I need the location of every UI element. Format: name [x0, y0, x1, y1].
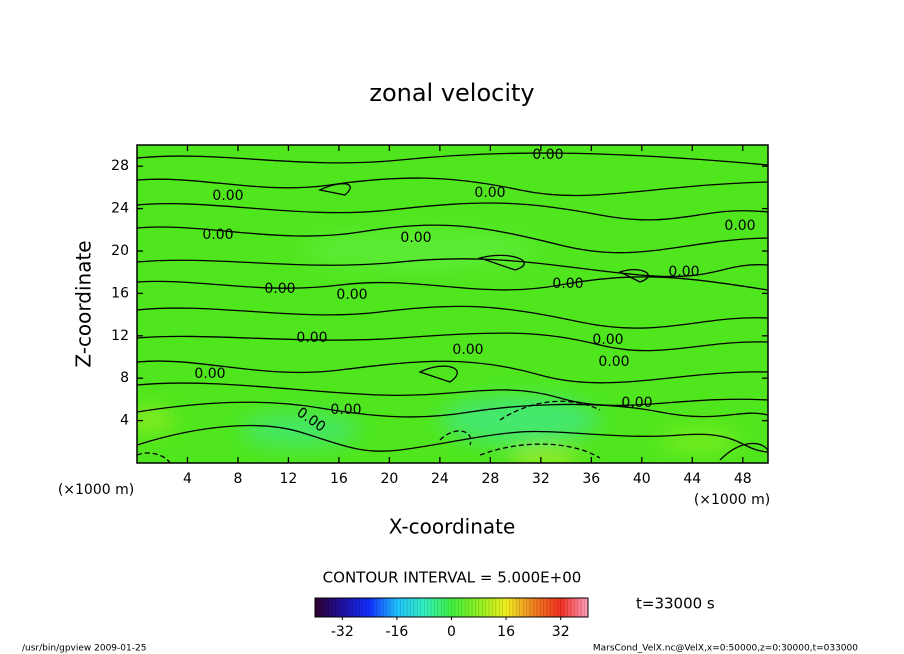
x-tick-label: 12: [280, 471, 298, 487]
x-tick-label: 4: [183, 471, 192, 487]
x-tick-label: 36: [582, 471, 600, 487]
y-tick-label: 24: [111, 201, 129, 217]
footer-right: MarsCond_VelX.nc@VelX,x=0:50000,z=0:3000…: [593, 644, 858, 654]
colorbar-tick-label: -32: [331, 624, 354, 640]
y-tick-label: 20: [111, 243, 129, 259]
y-tick-label: 16: [111, 285, 129, 301]
time-label: t=33000 s: [636, 595, 715, 613]
contour-label: 0.00: [668, 264, 699, 280]
x-tick-label: 28: [481, 471, 499, 487]
x-tick-label: 8: [233, 471, 242, 487]
plot-frame: [136, 144, 769, 464]
y-tick-label: 4: [120, 413, 129, 429]
colorbar-tick-label: 16: [497, 624, 515, 640]
x-tick-label: 40: [633, 471, 651, 487]
contour-label: 0.00: [592, 332, 623, 348]
x-axis-label: X-coordinate: [389, 515, 516, 539]
x-tick-label: 48: [734, 471, 752, 487]
contour-label: 0.00: [724, 218, 755, 234]
y-tick-label: 12: [111, 328, 129, 344]
contour-label: 0.00: [532, 147, 563, 163]
x-tick-label: 32: [532, 471, 550, 487]
x-unit: (×1000 m): [694, 492, 770, 508]
contour-label: 0.00: [336, 287, 367, 303]
y-unit: (×1000 m): [58, 482, 134, 498]
y-tick-label: 8: [120, 370, 129, 386]
contour-label: 0.00: [621, 395, 652, 411]
contour-label: 0.00: [202, 227, 233, 243]
y-tick-label: 28: [111, 158, 129, 174]
x-tick-label: 20: [380, 471, 398, 487]
contour-label: 0.00: [296, 330, 327, 346]
x-tick-label: 44: [683, 471, 701, 487]
contour-label: 0.00: [400, 230, 431, 246]
contour-label: 0.00: [598, 354, 629, 370]
colorbar-tick-label: 32: [552, 624, 570, 640]
footer-left: /usr/bin/gpview 2009-01-25: [22, 644, 146, 654]
colorbar-tick-label: -16: [385, 624, 408, 640]
contour-label: 0.00: [552, 276, 583, 292]
contour-lines: [137, 152, 768, 463]
contour-label: 0.00: [212, 188, 243, 204]
chart-title: zonal velocity: [369, 79, 534, 107]
field: 0.00 0.00 0.00 0.00 0.00 0.00 0.00 0.00 0.00 0.00…: [137, 145, 768, 463]
contour-label: 0.00: [194, 366, 225, 382]
x-tick-label: 16: [330, 471, 348, 487]
contour-label: 0.00: [452, 342, 483, 358]
contour-label: 0.00: [330, 402, 361, 418]
contour-label: 0.00: [474, 185, 505, 201]
colorbar-tick-label: 0: [447, 624, 456, 640]
y-axis-label: Z-coordinate: [72, 240, 96, 367]
x-tick-label: 24: [431, 471, 449, 487]
contour-label: 0.00: [264, 281, 295, 297]
contour-interval: CONTOUR INTERVAL = 5.000E+00: [323, 569, 582, 587]
